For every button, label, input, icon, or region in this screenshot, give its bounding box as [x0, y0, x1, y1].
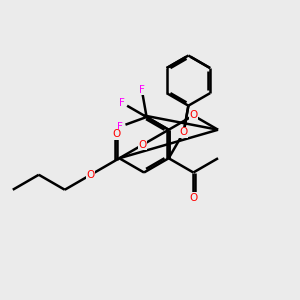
- Text: O: O: [112, 129, 121, 139]
- Text: F: F: [117, 122, 123, 131]
- Text: F: F: [139, 85, 145, 94]
- Text: O: O: [87, 170, 95, 180]
- Text: O: O: [180, 127, 188, 137]
- Text: O: O: [139, 140, 147, 150]
- Text: O: O: [189, 193, 197, 203]
- Text: F: F: [119, 98, 125, 108]
- Text: O: O: [189, 110, 197, 121]
